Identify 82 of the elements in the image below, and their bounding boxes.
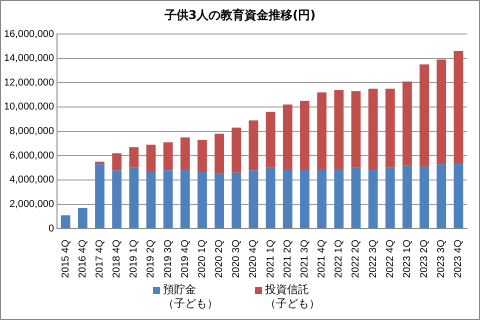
bar [454,162,464,228]
x-tick-label: 2022 2Q [350,239,362,278]
bar [282,104,292,170]
bar [402,81,412,166]
x-tick-label: 2021 1Q [265,239,276,278]
bar [198,140,207,172]
bar [317,169,327,228]
bar [266,168,276,228]
x-tick-label: 2021 3Q [299,239,310,278]
chart-title: 子供3人の教育資金推移(円) [163,7,317,24]
x-tick-label: 2021 4Q [316,239,328,278]
bar [402,165,412,228]
bar [78,208,88,228]
bar [334,90,344,170]
bar [385,168,395,228]
x-tick-label: 2020 2Q [214,239,226,278]
bar [198,171,207,228]
bar [112,153,122,170]
y-tick-label: 12,000,000 [4,77,54,88]
x-tick-label: 2022 4Q [384,239,396,278]
bar [317,92,327,170]
bar [232,172,242,228]
bar [129,147,139,168]
bar [420,64,429,167]
bar [214,174,224,228]
bar [351,168,361,228]
bar [95,164,104,228]
bar [436,60,446,164]
x-tick-label: 2020 4Q [248,239,260,278]
y-tick-label: 2,000,000 [10,199,54,210]
bar [180,137,190,170]
bar [334,169,344,228]
x-tick-label: 2019 2Q [146,239,157,278]
y-tick-label: 10,000,000 [4,102,54,113]
x-tick-label: 2023 3Q [436,239,448,278]
x-tick-label: 2019 3Q [162,239,174,278]
x-tick-label: 2020 3Q [231,239,242,278]
bar [420,166,429,228]
bar [385,88,395,168]
x-tick-label: 2019 4Q [180,239,191,278]
bar [214,134,224,174]
x-tick-label: 2022 1Q [334,239,345,278]
bar [163,170,173,228]
y-tick-label: 16,000,000 [4,28,54,40]
bar [351,91,361,168]
x-tick-label: 2023 4Q [453,239,464,278]
bar [180,169,190,228]
bar [60,215,70,228]
bar [146,144,156,172]
y-tick-label: 14,000,000 [4,53,54,64]
x-tick-label: 2017 4Q [94,239,106,278]
x-tick-label: 2015 4Q [60,239,72,278]
bar [146,171,156,228]
bar [248,170,258,228]
legend-label: 投資信託（子ども） [265,283,321,310]
x-tick-label: 2023 1Q [402,239,413,278]
bar [300,169,310,228]
x-tick-label: 2019 1Q [128,239,140,278]
bar [163,142,173,170]
bar [368,169,378,228]
x-tick-label: 2016 4Q [77,239,88,278]
bar [232,128,242,173]
legend-label: 預貯金（子ども） [163,283,219,310]
x-tick-label: 2018 4Q [112,239,123,278]
x-tick-label: 2023 2Q [419,239,430,278]
y-tick-label: 8,000,000 [10,126,54,138]
bar [282,169,292,228]
x-tick-label: 2021 2Q [282,239,294,278]
bar [129,168,139,228]
bar [95,162,104,164]
x-tick-label: 2020 1Q [196,239,208,278]
y-tick-label: 6,000,000 [10,150,54,162]
bar [368,88,378,170]
bar [300,100,310,170]
bar [436,164,446,228]
bar [112,170,122,228]
y-tick-label: 0 [48,223,54,234]
y-tick-label: 4,000,000 [10,174,54,186]
x-tick-label: 2022 3Q [368,239,379,278]
bar [266,112,276,168]
bar [248,120,258,170]
bar [454,51,464,163]
